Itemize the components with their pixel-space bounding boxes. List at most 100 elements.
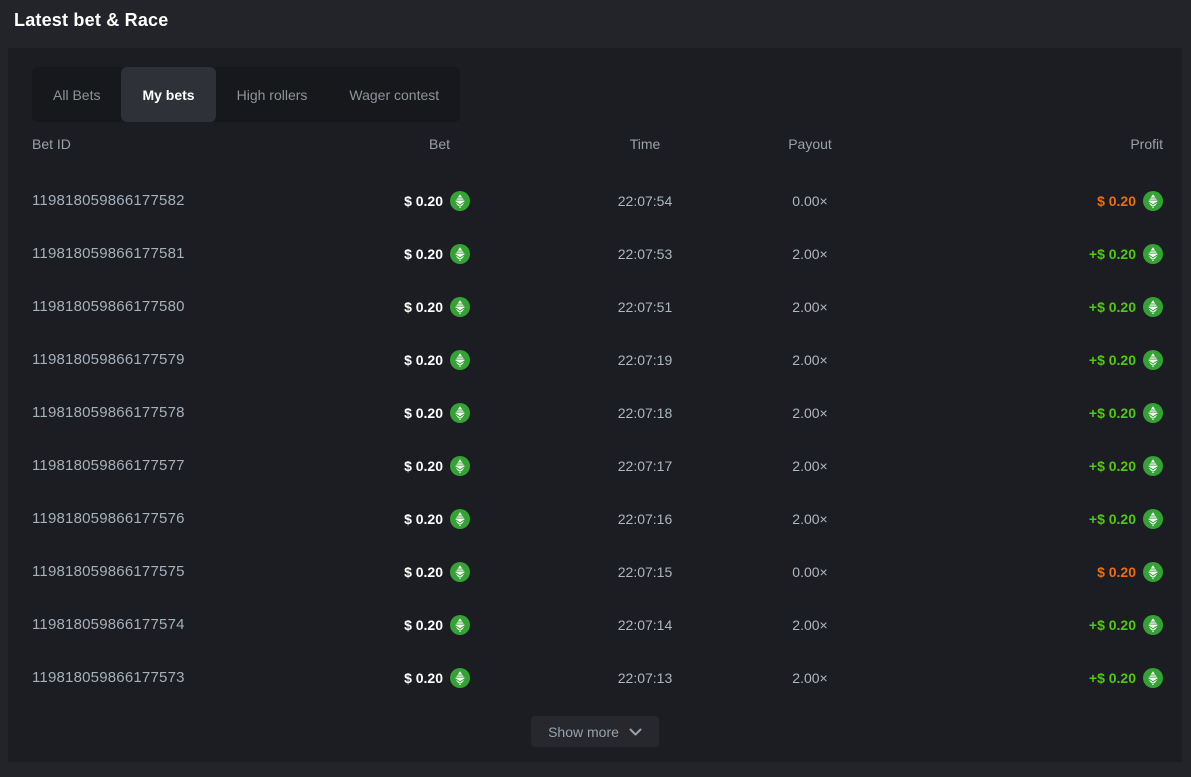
bet-amount: $ 0.20 bbox=[312, 456, 470, 476]
table-row: 119818059866177581 $ 0.20 22:07:53 2.00×… bbox=[32, 227, 1163, 280]
table-row: 119818059866177579 $ 0.20 22:07:19 2.00×… bbox=[32, 333, 1163, 386]
bet-amount-value: $ 0.20 bbox=[404, 511, 443, 527]
bet-profit-value: +$ 0.20 bbox=[1089, 511, 1136, 527]
bet-payout: 2.00× bbox=[730, 617, 890, 633]
eth-coin-icon bbox=[1143, 509, 1163, 529]
bet-id: 119818059866177575 bbox=[32, 563, 312, 580]
table-row: 119818059866177577 $ 0.20 22:07:17 2.00×… bbox=[32, 439, 1163, 492]
eth-coin-icon bbox=[450, 456, 470, 476]
column-header-bet-id: Bet ID bbox=[32, 136, 312, 152]
bet-payout: 2.00× bbox=[730, 458, 890, 474]
bet-profit: +$ 0.20 bbox=[890, 456, 1163, 476]
bet-profit-value: +$ 0.20 bbox=[1089, 670, 1136, 686]
bet-id: 119818059866177578 bbox=[32, 404, 312, 421]
bet-amount-value: $ 0.20 bbox=[404, 193, 443, 209]
bet-amount: $ 0.20 bbox=[312, 244, 470, 264]
bet-time: 22:07:13 bbox=[470, 670, 730, 686]
bet-payout: 2.00× bbox=[730, 511, 890, 527]
bet-amount-value: $ 0.20 bbox=[404, 246, 443, 262]
eth-coin-icon bbox=[450, 191, 470, 211]
bet-id: 119818059866177574 bbox=[32, 616, 312, 633]
table-body: 119818059866177582 $ 0.20 22:07:54 0.00×… bbox=[32, 174, 1163, 704]
tab-wager-contest[interactable]: Wager contest bbox=[328, 67, 460, 122]
bet-profit: +$ 0.20 bbox=[890, 403, 1163, 423]
eth-coin-icon bbox=[450, 562, 470, 582]
bet-amount-value: $ 0.20 bbox=[404, 299, 443, 315]
bet-time: 22:07:51 bbox=[470, 299, 730, 315]
table-row: 119818059866177576 $ 0.20 22:07:16 2.00×… bbox=[32, 492, 1163, 545]
eth-coin-icon bbox=[450, 615, 470, 635]
bet-time: 22:07:17 bbox=[470, 458, 730, 474]
bet-profit: +$ 0.20 bbox=[890, 509, 1163, 529]
page-header: Latest bet & Race bbox=[0, 0, 1191, 38]
bet-profit: +$ 0.20 bbox=[890, 615, 1163, 635]
bet-id: 119818059866177573 bbox=[32, 669, 312, 686]
table-row: 119818059866177578 $ 0.20 22:07:18 2.00×… bbox=[32, 386, 1163, 439]
bet-payout: 2.00× bbox=[730, 246, 890, 262]
bet-amount: $ 0.20 bbox=[312, 350, 470, 370]
column-header-bet: Bet bbox=[312, 136, 470, 152]
bet-id: 119818059866177579 bbox=[32, 351, 312, 368]
tab-high-rollers[interactable]: High rollers bbox=[216, 67, 329, 122]
show-more-label: Show more bbox=[548, 724, 619, 740]
bet-time: 22:07:14 bbox=[470, 617, 730, 633]
bet-amount-value: $ 0.20 bbox=[404, 405, 443, 421]
bet-amount: $ 0.20 bbox=[312, 403, 470, 423]
column-header-time: Time bbox=[470, 136, 730, 152]
eth-coin-icon bbox=[450, 244, 470, 264]
eth-coin-icon bbox=[1143, 244, 1163, 264]
table-row: 119818059866177582 $ 0.20 22:07:54 0.00×… bbox=[32, 174, 1163, 227]
tab-bar: All Bets My bets High rollers Wager cont… bbox=[32, 67, 460, 122]
eth-coin-icon bbox=[450, 509, 470, 529]
bet-profit-value: +$ 0.20 bbox=[1089, 617, 1136, 633]
bet-profit-value: +$ 0.20 bbox=[1089, 246, 1136, 262]
bet-time: 22:07:19 bbox=[470, 352, 730, 368]
tab-my-bets[interactable]: My bets bbox=[121, 67, 215, 122]
bet-amount: $ 0.20 bbox=[312, 562, 470, 582]
bet-id: 119818059866177582 bbox=[32, 192, 312, 209]
eth-coin-icon bbox=[1143, 297, 1163, 317]
bets-table: Bet ID Bet Time Payout Profit 1198180598… bbox=[32, 132, 1163, 704]
bet-amount-value: $ 0.20 bbox=[404, 458, 443, 474]
bet-profit-value: $ 0.20 bbox=[1097, 193, 1136, 209]
table-row: 119818059866177580 $ 0.20 22:07:51 2.00×… bbox=[32, 280, 1163, 333]
bet-payout: 2.00× bbox=[730, 405, 890, 421]
bet-id: 119818059866177581 bbox=[32, 245, 312, 262]
bet-profit-value: +$ 0.20 bbox=[1089, 352, 1136, 368]
bet-profit: $ 0.20 bbox=[890, 562, 1163, 582]
bet-amount-value: $ 0.20 bbox=[404, 564, 443, 580]
chevron-down-icon bbox=[629, 728, 642, 736]
table-row: 119818059866177573 $ 0.20 22:07:13 2.00×… bbox=[32, 651, 1163, 704]
bet-time: 22:07:16 bbox=[470, 511, 730, 527]
eth-coin-icon bbox=[1143, 615, 1163, 635]
bet-profit-value: +$ 0.20 bbox=[1089, 458, 1136, 474]
bet-amount-value: $ 0.20 bbox=[404, 617, 443, 633]
show-more-button[interactable]: Show more bbox=[531, 716, 659, 747]
eth-coin-icon bbox=[1143, 191, 1163, 211]
bet-amount: $ 0.20 bbox=[312, 297, 470, 317]
bet-profit-value: +$ 0.20 bbox=[1089, 405, 1136, 421]
bet-profit: +$ 0.20 bbox=[890, 244, 1163, 264]
bet-profit: +$ 0.20 bbox=[890, 350, 1163, 370]
bet-id: 119818059866177580 bbox=[32, 298, 312, 315]
table-row: 119818059866177575 $ 0.20 22:07:15 0.00×… bbox=[32, 545, 1163, 598]
table-row: 119818059866177574 $ 0.20 22:07:14 2.00×… bbox=[32, 598, 1163, 651]
eth-coin-icon bbox=[1143, 350, 1163, 370]
bet-profit: +$ 0.20 bbox=[890, 668, 1163, 688]
bet-amount: $ 0.20 bbox=[312, 668, 470, 688]
table-header-row: Bet ID Bet Time Payout Profit bbox=[32, 132, 1163, 156]
eth-coin-icon bbox=[450, 350, 470, 370]
bet-profit: $ 0.20 bbox=[890, 191, 1163, 211]
bet-id: 119818059866177576 bbox=[32, 510, 312, 527]
column-header-profit: Profit bbox=[890, 136, 1163, 152]
bet-profit: +$ 0.20 bbox=[890, 297, 1163, 317]
eth-coin-icon bbox=[1143, 668, 1163, 688]
bet-profit-value: +$ 0.20 bbox=[1089, 299, 1136, 315]
bet-payout: 2.00× bbox=[730, 299, 890, 315]
tab-all-bets[interactable]: All Bets bbox=[32, 67, 121, 122]
bet-time: 22:07:54 bbox=[470, 193, 730, 209]
bet-time: 22:07:15 bbox=[470, 564, 730, 580]
bet-amount: $ 0.20 bbox=[312, 191, 470, 211]
bet-payout: 2.00× bbox=[730, 352, 890, 368]
bet-time: 22:07:18 bbox=[470, 405, 730, 421]
